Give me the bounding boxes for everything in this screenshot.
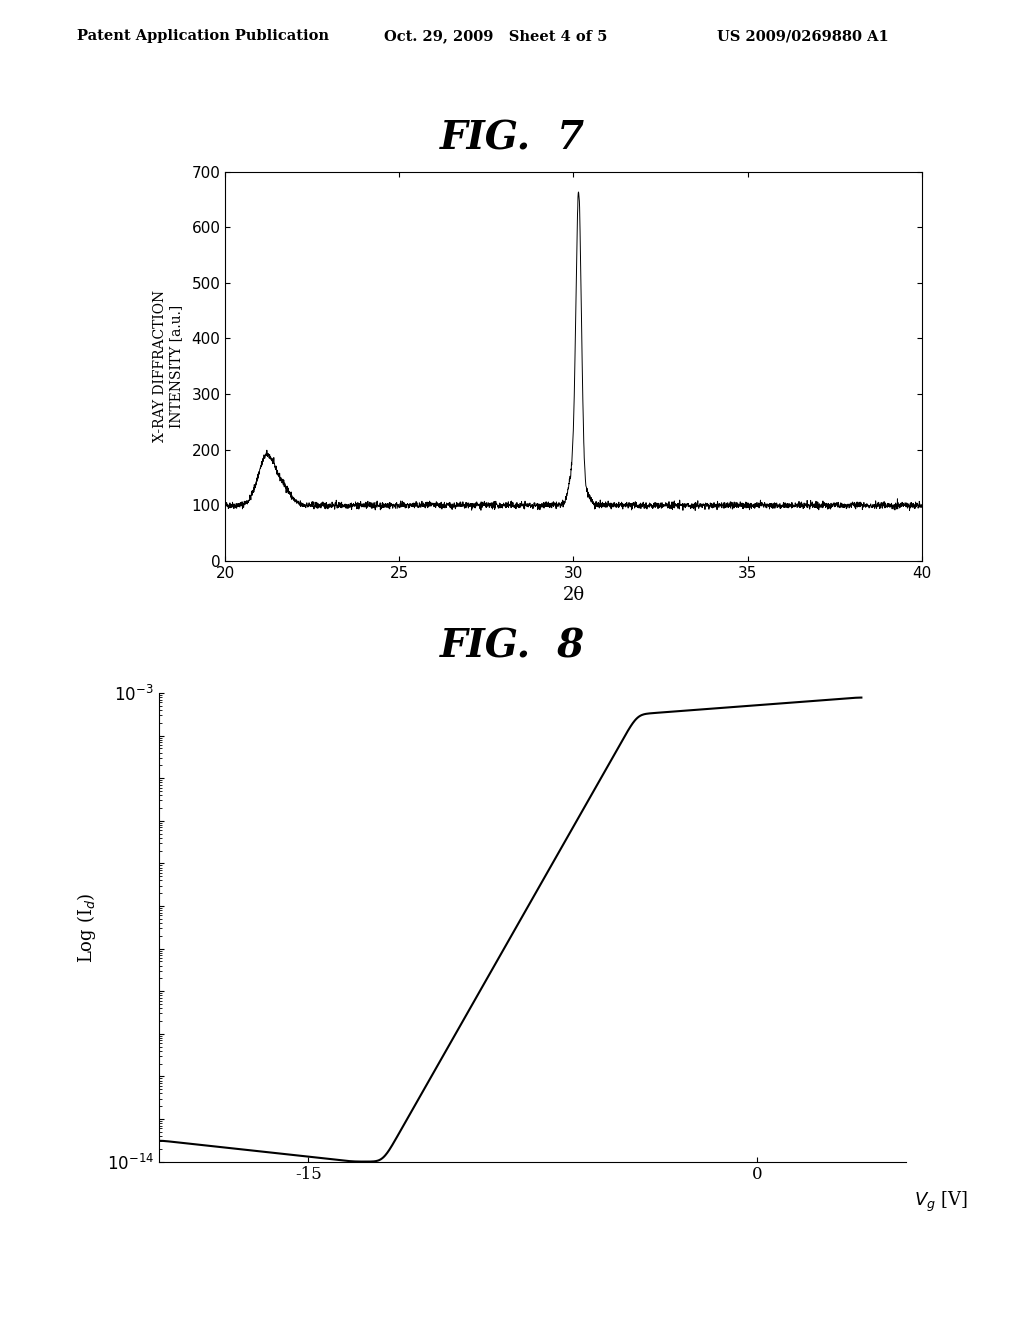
Text: Oct. 29, 2009   Sheet 4 of 5: Oct. 29, 2009 Sheet 4 of 5: [384, 29, 607, 44]
Text: US 2009/0269880 A1: US 2009/0269880 A1: [717, 29, 889, 44]
Text: $V_g$ [V]: $V_g$ [V]: [913, 1189, 968, 1214]
Text: FIG.  7: FIG. 7: [439, 120, 585, 157]
Y-axis label: Log (I$_d$): Log (I$_d$): [76, 892, 98, 962]
Text: Patent Application Publication: Patent Application Publication: [77, 29, 329, 44]
Y-axis label: X-RAY DIFFRACTION
INTENSITY [a.u.]: X-RAY DIFFRACTION INTENSITY [a.u.]: [153, 290, 183, 442]
X-axis label: 2θ: 2θ: [562, 586, 585, 605]
Text: FIG.  8: FIG. 8: [439, 628, 585, 665]
